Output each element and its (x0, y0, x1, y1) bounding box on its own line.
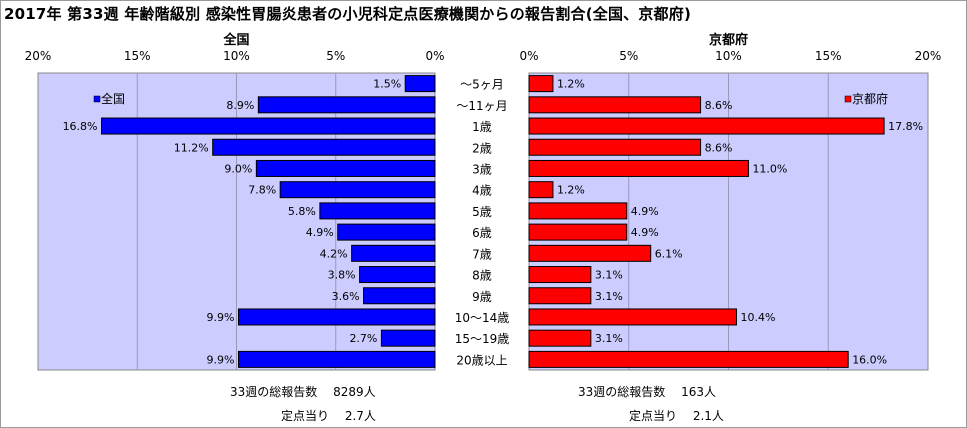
national-value-label: 7.8% (248, 184, 276, 197)
kyoto-value-label: 11.0% (752, 162, 787, 175)
kyoto-bar (528, 244, 652, 262)
national-value-label: 16.8% (63, 120, 98, 133)
national-bar (380, 329, 436, 347)
category-label: 9歳 (472, 290, 492, 304)
national-tick-label: 10% (223, 49, 250, 63)
kyoto-bar (528, 223, 628, 241)
category-label: 15～19歳 (455, 332, 510, 346)
kyoto-legend-swatch (844, 95, 852, 103)
category-label: 10～14歳 (455, 311, 510, 325)
category-label: 7歳 (472, 247, 492, 261)
category-label: 5歳 (472, 205, 492, 219)
national-per-point: 定点当り 2.7人 (281, 409, 376, 423)
category-label: ～11ヶ月 (456, 99, 507, 113)
kyoto-value-label: 1.2% (557, 78, 585, 91)
national-value-label: 9.9% (207, 353, 235, 366)
kyoto-tick-label: 5% (619, 49, 638, 63)
national-bar (337, 223, 436, 241)
kyoto-value-label: 8.6% (705, 99, 733, 112)
kyoto-bar (528, 266, 592, 284)
category-label: ～5ヶ月 (460, 78, 504, 92)
national-bar (359, 266, 436, 284)
kyoto-value-label: 10.4% (740, 311, 775, 324)
kyoto-value-label: 16.0% (852, 353, 887, 366)
national-bar (319, 202, 436, 220)
kyoto-bar (528, 329, 592, 347)
kyoto-tick-label: 15% (815, 49, 842, 63)
national-total-reports: 33週の総報告数 8289人 (230, 385, 376, 399)
national-value-label: 9.0% (224, 162, 252, 175)
national-value-label: 8.9% (226, 99, 254, 112)
category-label: 20歳以上 (456, 353, 507, 367)
kyoto-value-label: 3.1% (595, 290, 623, 303)
category-label: 8歳 (472, 269, 492, 283)
kyoto-value-label: 6.1% (655, 247, 683, 260)
kyoto-tick-label: 10% (715, 49, 742, 63)
category-label: 1歳 (472, 120, 492, 134)
national-bar (257, 96, 436, 114)
kyoto-bar (528, 202, 628, 220)
chart-title: 2017年 第33週 年齢階級別 感染性胃腸炎患者の小児科定点医療機関からの報告… (4, 5, 692, 23)
national-bar (255, 159, 436, 177)
kyoto-bar (528, 75, 554, 93)
national-bar (101, 117, 436, 135)
kyoto-bar (528, 96, 702, 114)
national-value-label: 1.5% (373, 78, 401, 91)
category-label: 4歳 (472, 184, 492, 198)
national-value-label: 11.2% (174, 141, 209, 154)
kyoto-tick-label: 0% (519, 49, 538, 63)
national-bar (279, 181, 436, 199)
national-bar (351, 244, 436, 262)
kyoto-total-reports: 33週の総報告数 163人 (578, 385, 716, 399)
kyoto-value-label: 8.6% (705, 141, 733, 154)
kyoto-value-label: 3.1% (595, 269, 623, 282)
national-value-label: 3.6% (332, 290, 360, 303)
kyoto-bar (528, 308, 737, 326)
kyoto-per-point: 定点当り 2.1人 (629, 409, 724, 423)
kyoto-bar (528, 138, 702, 156)
kyoto-bar (528, 350, 849, 368)
national-bar (237, 350, 436, 368)
national-value-label: 5.8% (288, 205, 316, 218)
national-bar (212, 138, 436, 156)
national-value-label: 3.8% (328, 269, 356, 282)
national-legend-swatch (93, 95, 101, 103)
national-value-label: 4.9% (306, 226, 334, 239)
national-value-label: 4.2% (320, 247, 348, 260)
national-tick-label: 0% (425, 49, 444, 63)
kyoto-panel-title: 京都府 (709, 32, 748, 48)
national-tick-label: 5% (326, 49, 345, 63)
kyoto-bar (528, 117, 885, 135)
kyoto-value-label: 3.1% (595, 332, 623, 345)
kyoto-bar (528, 159, 749, 177)
category-label: 3歳 (472, 162, 492, 176)
kyoto-value-label: 4.9% (631, 226, 659, 239)
national-tick-label: 20% (25, 49, 52, 63)
national-value-label: 2.7% (349, 332, 377, 345)
kyoto-value-label: 17.8% (888, 120, 923, 133)
category-label: 2歳 (472, 141, 492, 155)
national-value-label: 9.9% (207, 311, 235, 324)
national-tick-label: 15% (124, 49, 151, 63)
national-bar (237, 308, 436, 326)
national-bar (363, 287, 436, 305)
kyoto-bar (528, 287, 592, 305)
kyoto-value-label: 1.2% (557, 184, 585, 197)
category-label: 6歳 (472, 226, 492, 240)
national-bar (404, 75, 436, 93)
national-panel-title: 全国 (222, 32, 249, 48)
national-legend-label: 全国 (101, 91, 125, 106)
kyoto-legend-label: 京都府 (852, 91, 888, 106)
kyoto-value-label: 4.9% (631, 205, 659, 218)
kyoto-tick-label: 20% (915, 49, 942, 63)
kyoto-bar (528, 181, 554, 199)
